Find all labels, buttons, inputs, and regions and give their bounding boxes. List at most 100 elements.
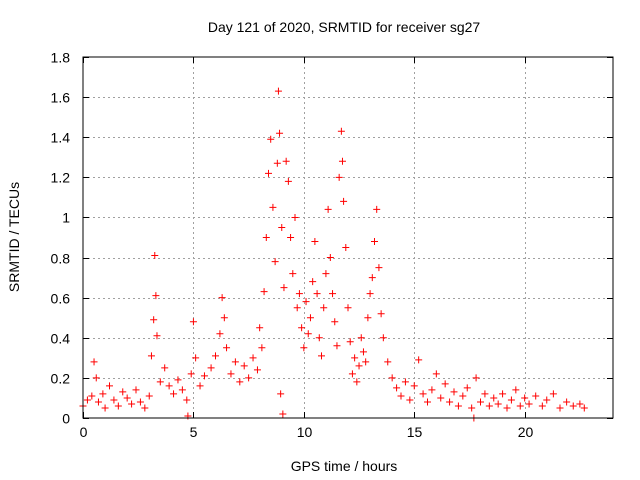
data-point [393,384,401,392]
data-point [223,344,231,352]
data-point [298,324,306,332]
x-axis-tick-labels: 0 5 10 15 20 [80,424,534,440]
data-point [472,374,480,382]
plot-frame [82,56,614,419]
data-point [279,410,287,418]
data-point [337,127,345,135]
data-point [212,352,219,360]
y-tick-label: 0.6 [51,291,71,307]
data-point [477,398,484,406]
data-point [141,404,149,412]
y-tick-label: 0.8 [51,251,71,267]
data-point [576,400,584,408]
data-point [368,274,376,282]
data-point [318,352,325,360]
data-point [503,404,511,412]
data-point [441,380,449,388]
data-point [344,304,352,312]
grid [83,57,613,418]
data-point [101,404,109,412]
data-point [236,378,244,386]
y-tick-label: 0 [62,411,70,427]
data-point [216,330,224,338]
data-point [295,290,303,298]
data-point [532,392,540,400]
data-point [258,344,266,352]
data-point [397,392,405,400]
data-point [342,244,350,252]
data-point [302,298,310,306]
data-point [240,362,248,370]
data-point [357,334,365,342]
data-point [333,342,341,350]
data-point [538,402,546,410]
data-point [499,390,507,398]
data-point [253,366,261,374]
data-point [280,284,288,292]
data-point [346,338,354,346]
data-point [338,157,346,165]
data-point [170,390,178,398]
data-point [468,404,476,412]
data-point [161,364,169,372]
y-tick-label: 1.6 [51,90,71,106]
data-point [119,388,127,396]
data-point [329,290,337,298]
x-tick-label: 15 [407,424,423,440]
data-point [331,318,339,326]
data-point [371,238,378,246]
data-point [178,386,186,394]
data-point [152,292,160,300]
data-point [401,378,409,386]
data-point [512,386,520,394]
data-point [256,324,264,332]
data-point [556,404,564,412]
data-point [359,348,367,356]
data-point [278,223,286,231]
data-point [406,396,414,404]
data-point [207,364,215,372]
data-point [231,358,239,366]
y-tick-label: 1.4 [51,130,71,146]
data-point [362,358,370,366]
data-point [580,404,588,412]
data-point [273,159,281,167]
data-point [156,378,164,386]
data-point [432,370,440,378]
data-point [267,135,275,143]
y-tick-label: 0.2 [51,371,71,387]
data-point [364,314,372,322]
data-point [563,398,571,406]
data-point [132,386,140,394]
data-point [218,294,226,302]
data-point [276,129,284,137]
data-point [262,234,270,241]
data-point [282,157,290,165]
y-tick-label: 1.8 [51,50,71,66]
data-point [174,376,182,384]
data-point [315,334,323,342]
data-point [183,396,191,404]
data-point [373,205,381,213]
x-tick-label: 0 [80,424,88,440]
data-point [274,87,282,95]
data-point [145,392,153,400]
data-point [311,238,319,246]
data-point [326,254,334,262]
data-point [300,344,308,352]
x-tick-label: 20 [518,424,534,440]
data-point [419,390,427,398]
x-tick-label: 10 [297,424,313,440]
data-point [284,177,292,185]
chart-title: Day 121 of 2020, SRMTID for receiver sg2… [208,19,481,35]
y-axis-title: SRMTID / TECUs [6,182,22,292]
data-point [490,394,498,402]
data-point [114,402,122,410]
data-point [437,394,445,402]
data-point [123,394,131,402]
data-point [249,354,257,362]
data-point [271,258,279,266]
data-point [291,213,299,221]
data-point [269,203,277,211]
